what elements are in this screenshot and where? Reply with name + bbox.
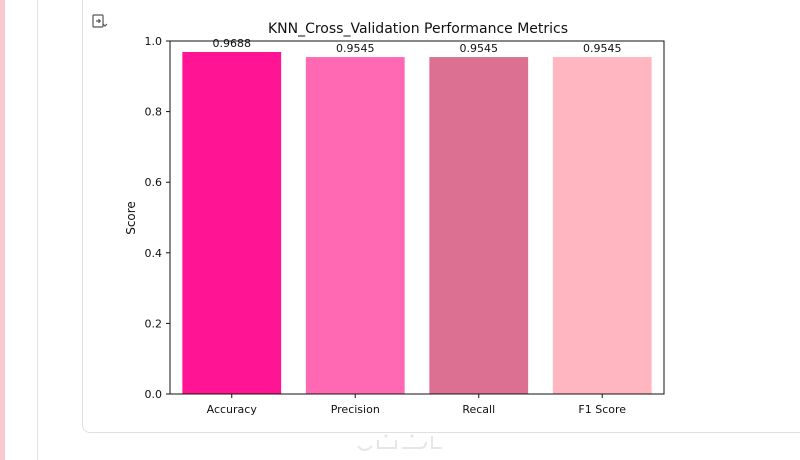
output-collapse-icon[interactable] xyxy=(90,12,108,30)
chart-title: KNN_Cross_Validation Performance Metrics xyxy=(268,21,568,37)
y-tick-label: 0.8 xyxy=(145,106,163,119)
x-tick-label: F1 Score xyxy=(578,403,626,416)
left-accent-strip xyxy=(0,0,5,460)
bar xyxy=(305,57,405,395)
bar xyxy=(182,52,282,394)
bar-value-label: 0.9545 xyxy=(583,42,622,55)
plot-area: 0.9688 Accuracy 0.9545 Precision 0.9545 Recal… xyxy=(145,35,665,416)
y-tick-label: 0.0 xyxy=(145,388,163,401)
y-tick-label: 0.6 xyxy=(145,176,163,189)
plot-frame xyxy=(169,40,665,395)
bar-value-label: 0.9545 xyxy=(336,42,375,55)
y-tick-label: 0.4 xyxy=(145,247,163,260)
y-tick-label: 0.2 xyxy=(145,317,163,330)
bar-value-label: 0.9688 xyxy=(213,37,252,50)
gutter-divider xyxy=(37,0,38,460)
y-axis-label: Score xyxy=(124,201,138,235)
x-tick-label: Recall xyxy=(462,403,495,416)
y-tick-label: 1.0 xyxy=(145,35,163,48)
bar-value-label: 0.9545 xyxy=(460,42,499,55)
x-tick-label: Accuracy xyxy=(207,403,258,416)
x-tick-label: Precision xyxy=(331,403,380,416)
bar xyxy=(429,57,529,395)
khamsat-watermark-logo xyxy=(357,434,442,451)
bar xyxy=(552,57,652,395)
